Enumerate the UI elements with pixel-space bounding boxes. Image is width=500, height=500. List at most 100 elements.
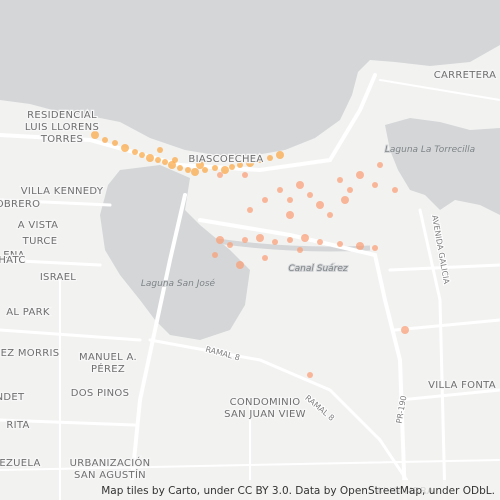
activity-dot [102, 137, 108, 143]
place-label-line: A VISTA [18, 220, 58, 231]
place-label-line: DOS PINOS [71, 388, 129, 399]
activity-dots [91, 131, 409, 378]
activity-dot [212, 165, 218, 171]
place-label-line: BIASCOECHEA [188, 154, 263, 165]
place-label-line: LUIS LLORENS [25, 122, 99, 133]
place-label: EZUELA [0, 458, 41, 469]
activity-dot [185, 167, 191, 173]
activity-dot [327, 212, 333, 218]
place-label-line: TORRES [40, 134, 83, 145]
activity-dot [356, 171, 364, 179]
activity-dot [377, 162, 383, 168]
lagoon [385, 118, 500, 215]
attribution-bg [90, 480, 500, 500]
activity-dot [132, 149, 138, 155]
activity-dot [202, 167, 208, 173]
place-label-line: VILLA KENNEDY [21, 186, 104, 197]
activity-dot [317, 239, 323, 245]
activity-dot [272, 239, 278, 245]
activity-dot [276, 151, 284, 159]
activity-dot [229, 164, 235, 170]
place-label-line: CARRETERA [434, 70, 497, 81]
place-label-line: SAN JUAN VIEW [224, 409, 306, 420]
activity-dot [139, 152, 145, 158]
activity-dot [172, 157, 178, 163]
activity-dot [341, 196, 349, 204]
activity-dot [287, 197, 293, 203]
place-label: TURCE [22, 236, 58, 247]
activity-dot [227, 242, 233, 248]
activity-dot [401, 326, 409, 334]
place-label: CARRETERA [434, 70, 497, 81]
activity-dot [155, 157, 161, 163]
activity-dot [177, 165, 183, 171]
activity-dot [356, 242, 364, 250]
activity-dot [337, 177, 343, 183]
activity-dot [246, 159, 254, 167]
place-label-line: OBRERO [0, 199, 40, 210]
activity-dot [212, 252, 218, 258]
activity-dot [242, 237, 248, 243]
place-label-line: AL PARK [6, 307, 50, 318]
place-label-line: ENA [3, 250, 25, 261]
place-label-line: HATC [0, 255, 26, 266]
activity-dot [262, 255, 268, 261]
activity-dot [162, 159, 168, 165]
activity-dot [267, 155, 273, 161]
place-label: DOS PINOS [71, 388, 129, 399]
activity-dot [257, 157, 263, 163]
activity-dot [112, 140, 118, 146]
place-label-line: CONDOMINIO [230, 397, 301, 408]
activity-dot [168, 161, 176, 169]
activity-dot [242, 172, 248, 178]
activity-dot [337, 241, 343, 247]
labels: RESIDENCIAL LUIS LLORENS TORRES BIASCOECHEA… [0, 69, 497, 499]
activity-dot [121, 144, 129, 152]
place-label: RESIDENCIAL LUIS LLORENS TORRES [25, 110, 99, 145]
activity-dot [277, 187, 283, 193]
activity-dot [372, 182, 378, 188]
activity-dot [91, 131, 99, 139]
place-label: AL PARK [6, 307, 50, 318]
place-label: URBANIZACIÓN SAN AGUSTÍN [70, 456, 151, 481]
place-label: CONDOMINIO SAN JUAN VIEW [224, 397, 306, 420]
place-label: HATC [0, 255, 26, 266]
activity-dot [392, 187, 398, 193]
activity-dot [262, 197, 268, 203]
place-label-line: TURCE [22, 236, 58, 247]
activity-dot [217, 172, 223, 178]
place-label-line: SAN AGUSTÍN [74, 468, 146, 481]
activity-dot [237, 162, 243, 168]
place-label: VILLA FONTA [428, 380, 496, 391]
activity-dot [372, 245, 378, 251]
activity-dot [301, 234, 309, 242]
activity-dot [247, 207, 253, 213]
place-label: RITA [6, 420, 29, 431]
activity-dot [297, 247, 303, 253]
ocean [0, 0, 500, 156]
activity-dot [307, 192, 313, 198]
activity-dot [236, 261, 244, 269]
activity-dot [196, 161, 204, 169]
water-label: Laguna La Torrecilla [385, 145, 475, 155]
activity-dot [286, 211, 294, 219]
activity-dot [287, 237, 293, 243]
activity-dot [146, 154, 154, 162]
place-label: BIASCOECHEA [188, 154, 263, 165]
activity-dot [157, 147, 163, 153]
activity-dot [256, 234, 264, 242]
place-label-line: NDET [0, 392, 25, 403]
attribution: Map tiles by Carto, under CC BY 3.0. Dat… [101, 485, 495, 497]
water-label: Laguna San José [141, 278, 216, 289]
place-label: ISRAEL [40, 272, 76, 283]
place-label-line: RITA [6, 420, 29, 431]
place-label: NDET [0, 392, 25, 403]
place-label-line: VILLA FONTA [428, 380, 496, 391]
place-label: MANUEL A. PÉREZ [79, 352, 137, 375]
place-label-line: EZUELA [0, 458, 41, 469]
place-label-line: PÉREZ [91, 362, 125, 375]
place-label-line: MANUEL A. [79, 352, 137, 363]
activity-dot [216, 236, 224, 244]
place-label: A VISTA [18, 220, 58, 231]
